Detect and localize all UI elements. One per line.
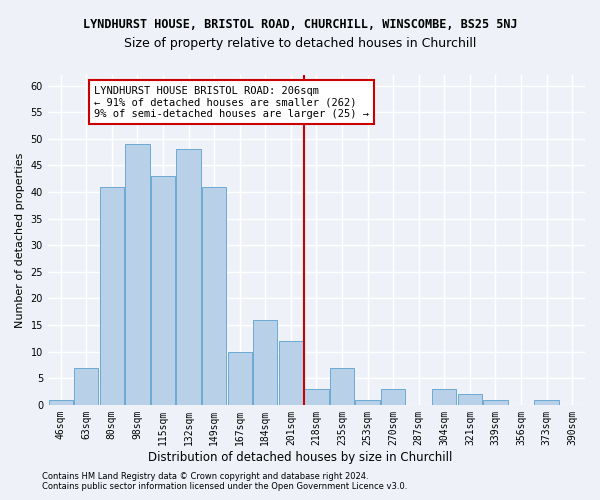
Y-axis label: Number of detached properties: Number of detached properties: [15, 152, 25, 328]
Text: Size of property relative to detached houses in Churchill: Size of property relative to detached ho…: [124, 38, 476, 51]
Bar: [458, 394, 482, 405]
Bar: [484, 400, 508, 405]
Bar: [49, 400, 73, 405]
Bar: [74, 368, 98, 405]
Bar: [176, 150, 201, 405]
Text: Distribution of detached houses by size in Churchill: Distribution of detached houses by size …: [148, 451, 452, 464]
Bar: [304, 389, 329, 405]
Text: LYNDHURST HOUSE BRISTOL ROAD: 206sqm
← 91% of detached houses are smaller (262)
: LYNDHURST HOUSE BRISTOL ROAD: 206sqm ← 9…: [94, 86, 369, 119]
Bar: [202, 186, 226, 405]
Bar: [279, 341, 303, 405]
Bar: [227, 352, 252, 405]
Bar: [125, 144, 149, 405]
Bar: [432, 389, 457, 405]
Text: Contains public sector information licensed under the Open Government Licence v3: Contains public sector information licen…: [42, 482, 407, 491]
Text: Contains HM Land Registry data © Crown copyright and database right 2024.: Contains HM Land Registry data © Crown c…: [42, 472, 368, 481]
Bar: [253, 320, 277, 405]
Bar: [355, 400, 380, 405]
Bar: [535, 400, 559, 405]
Bar: [100, 186, 124, 405]
Bar: [151, 176, 175, 405]
Bar: [330, 368, 354, 405]
Bar: [381, 389, 406, 405]
Text: LYNDHURST HOUSE, BRISTOL ROAD, CHURCHILL, WINSCOMBE, BS25 5NJ: LYNDHURST HOUSE, BRISTOL ROAD, CHURCHILL…: [83, 18, 517, 30]
